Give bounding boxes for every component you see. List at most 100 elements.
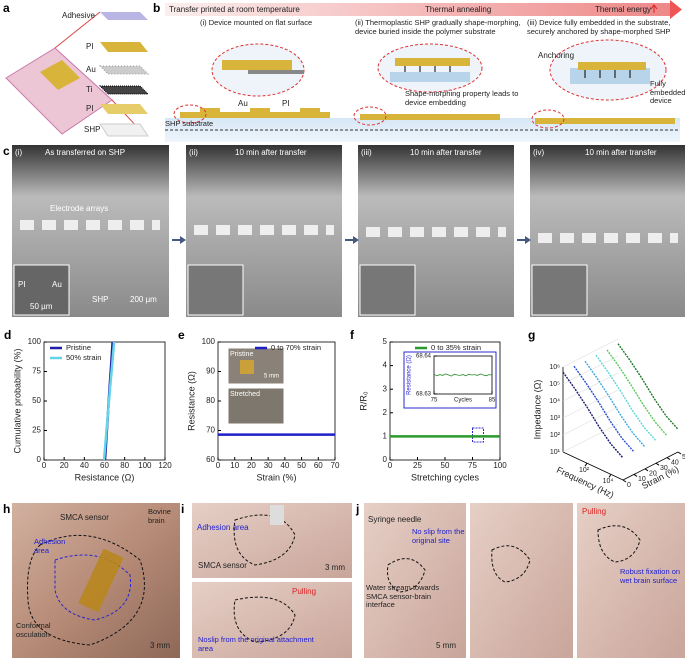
layer-label: Ti	[86, 85, 93, 94]
line	[562, 371, 624, 459]
axis	[562, 451, 624, 481]
layer-label: Adhesive	[62, 11, 95, 20]
image-tag: (iii)	[361, 148, 372, 157]
x-axis-label: Cycles	[454, 398, 472, 404]
x-tick-label: 20	[247, 461, 256, 470]
panel-letter: b	[153, 1, 160, 15]
panel-letter: a	[3, 1, 10, 15]
panel-c: c (i) As transferred on SHP Electrode ar…	[3, 144, 685, 317]
photo	[577, 503, 685, 658]
x-tick-label: 50	[441, 461, 450, 470]
x-tick-label: 80	[120, 461, 129, 470]
scale-label: 5 mm	[436, 641, 456, 650]
label: Water stream towards SMCA sensor-brain i…	[366, 584, 440, 610]
annotation: Stretched	[230, 391, 260, 398]
y-tick-label: 68.63	[416, 392, 432, 398]
label: Adhesion area	[197, 523, 249, 532]
x-axis-label: Strain (%)	[256, 472, 296, 482]
stage-label: Thermal annealing	[425, 5, 491, 14]
layer-label: SHP	[84, 125, 100, 134]
label-box: Water stream towards SMCA sensor-brain i…	[366, 584, 440, 610]
line	[606, 349, 668, 437]
y-tick-label: 5	[383, 337, 388, 346]
panel-h: h SMCA sensor Bovine brain Adhesion area…	[3, 502, 180, 658]
label-box: Bovine brain	[148, 508, 171, 525]
needle	[270, 505, 284, 525]
arrow-head	[670, 0, 682, 19]
y-tick-label: 100	[202, 337, 216, 346]
zoom-marker	[353, 106, 387, 126]
legend-label: 0 to 35% strain	[431, 343, 481, 352]
y-tick-label: 75	[32, 367, 41, 376]
layer	[100, 12, 148, 20]
layer-label: PI	[86, 42, 94, 51]
image-tag: (ii)	[189, 148, 198, 157]
y-tick-label: 10¹	[550, 449, 561, 456]
device	[40, 60, 80, 90]
label: SHP	[92, 295, 108, 304]
label-box: SHP substrate	[165, 120, 213, 128]
sem-inset	[13, 264, 70, 316]
x-tick-label: 75	[431, 398, 438, 404]
label-box: Conformal osculation	[16, 622, 51, 639]
panel-letter: i	[181, 502, 184, 516]
label: Anchoring	[538, 51, 574, 60]
panel-letter: f	[350, 328, 355, 342]
scale-label: 3 mm	[150, 641, 170, 650]
process-bar	[165, 3, 670, 16]
label: Fully embedded device	[650, 80, 685, 106]
x-tick-label: 50	[297, 461, 306, 470]
z-tick	[655, 462, 660, 466]
z-tick	[644, 468, 649, 472]
x-tick	[584, 462, 588, 467]
outline	[387, 525, 641, 593]
caption-box: (i) Device mounted on flat surface	[200, 19, 313, 27]
z-tick-label: 30	[660, 465, 668, 472]
inset-frame	[403, 351, 497, 409]
image-caption: 10 min after transfer	[235, 148, 307, 157]
x-tick-label: 20	[60, 461, 69, 470]
layer	[99, 123, 149, 137]
arrows	[404, 66, 451, 72]
caption: (ii) Thermoplastic SHP gradually shape-m…	[355, 19, 521, 36]
photo	[192, 582, 352, 658]
caption: (i) Device mounted on flat surface	[200, 19, 313, 27]
y-tick-label: 100	[28, 337, 42, 346]
label: Shape-morphing property leads to device …	[405, 90, 519, 107]
outline	[233, 596, 296, 643]
y-tick-label: 90	[206, 367, 215, 376]
label-box: Noslip from the original attachment area	[198, 636, 314, 653]
device	[222, 60, 292, 70]
label-box: Fully embedded device	[650, 80, 685, 106]
substrate	[390, 72, 470, 82]
z-tick-label: 40	[671, 459, 679, 466]
label: Conformal osculation	[16, 622, 51, 639]
y-tick-label: 0	[37, 455, 42, 464]
device	[395, 58, 470, 66]
label: Robust fixation on wet brain surface	[620, 568, 681, 585]
device	[535, 118, 675, 124]
grid-line	[562, 338, 619, 368]
outline	[27, 534, 145, 646]
line	[617, 343, 679, 430]
legend-label: Pristine	[66, 343, 91, 352]
sem-inset	[531, 264, 588, 316]
annotation: Pristine	[230, 351, 253, 358]
x-tick-label: 75	[468, 461, 477, 470]
x-tick-label: 60	[100, 461, 109, 470]
scale-label: 50 µm	[30, 302, 53, 311]
z-tick-label: 50	[682, 454, 685, 461]
panel-b: b Transfer printed at room temperature T…	[153, 0, 685, 142]
panel-letter: d	[4, 328, 11, 342]
zoom-marker	[173, 104, 207, 124]
label: Pulling	[582, 507, 606, 516]
x-tick-label: 85	[489, 398, 496, 404]
z-tick-label: 0	[627, 482, 631, 489]
electrode	[248, 70, 304, 74]
caption-box: (ii) Thermoplastic SHP gradually shape-m…	[355, 19, 521, 36]
label: Pulling	[292, 587, 316, 596]
x-tick-label: 10²	[579, 467, 590, 474]
x-tick-label: 0	[216, 461, 221, 470]
layer	[100, 104, 148, 114]
